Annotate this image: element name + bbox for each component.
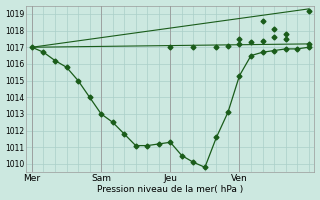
X-axis label: Pression niveau de la mer( hPa ): Pression niveau de la mer( hPa ): [97, 185, 244, 194]
